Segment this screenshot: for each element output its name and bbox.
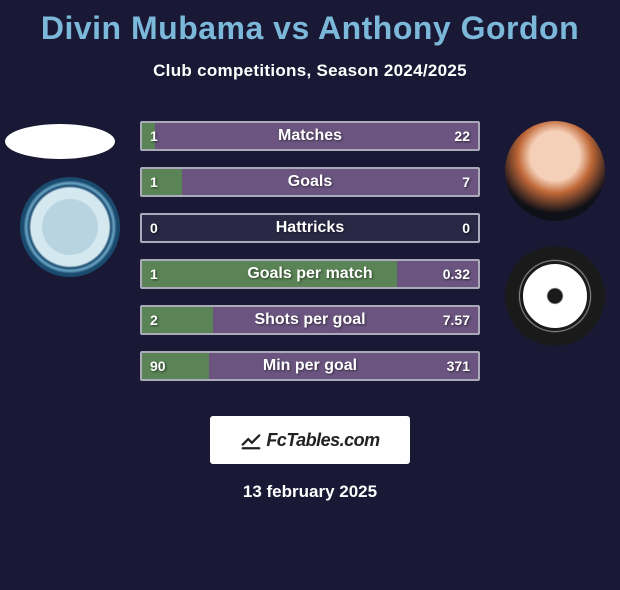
- stat-value-right: 7: [462, 169, 470, 195]
- chart-icon: [240, 429, 262, 451]
- watermark-text: FcTables.com: [266, 430, 379, 451]
- stat-row: Min per goal90 371: [140, 351, 480, 381]
- right-player-column: [505, 116, 615, 346]
- stat-row: Shots per goal2 7.57: [140, 305, 480, 335]
- right-club-badge: [505, 246, 605, 346]
- stat-label: Shots per goal: [142, 307, 478, 333]
- left-player-column: [5, 116, 135, 277]
- stat-value-right: 22: [454, 123, 470, 149]
- stat-value-left: 1: [150, 261, 158, 287]
- stat-label: Matches: [142, 123, 478, 149]
- stat-row: Goals1 7: [140, 167, 480, 197]
- stat-bars: Matches122Goals17Hattricks00Goals per ma…: [140, 121, 480, 397]
- stat-value-left: 1: [150, 123, 158, 149]
- stat-value-left: 90: [150, 353, 166, 379]
- stat-label: Goals per match: [142, 261, 478, 287]
- stat-value-right: 371: [447, 353, 470, 379]
- stat-value-right: 0: [462, 215, 470, 241]
- stat-value-right: 0.32: [443, 261, 470, 287]
- stat-row: Hattricks0 0: [140, 213, 480, 243]
- left-player-avatar: [5, 124, 115, 159]
- stat-row: Matches1 22: [140, 121, 480, 151]
- comparison-panel: Matches122Goals17Hattricks00Goals per ma…: [0, 116, 620, 396]
- stat-value-left: 1: [150, 169, 158, 195]
- watermark-badge: FcTables.com: [210, 416, 410, 464]
- subtitle: Club competitions, Season 2024/2025: [0, 61, 620, 81]
- page-title: Divin Mubama vs Anthony Gordon: [0, 10, 620, 47]
- stat-value-left: 2: [150, 307, 158, 333]
- right-player-avatar: [505, 121, 605, 221]
- stat-label: Goals: [142, 169, 478, 195]
- date-text: 13 february 2025: [0, 482, 620, 502]
- stat-value-left: 0: [150, 215, 158, 241]
- stat-label: Min per goal: [142, 353, 478, 379]
- left-club-badge: [20, 177, 120, 277]
- stat-label: Hattricks: [142, 215, 478, 241]
- stat-row: Goals per match1 0.32: [140, 259, 480, 289]
- stat-value-right: 7.57: [443, 307, 470, 333]
